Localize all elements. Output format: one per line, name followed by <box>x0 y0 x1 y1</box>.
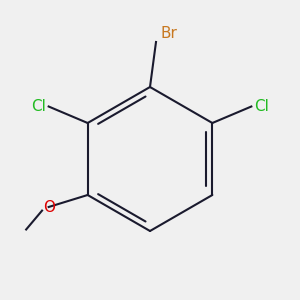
Text: Cl: Cl <box>32 99 46 114</box>
Text: O: O <box>43 200 55 214</box>
Text: Br: Br <box>160 26 177 40</box>
Text: Cl: Cl <box>254 99 268 114</box>
